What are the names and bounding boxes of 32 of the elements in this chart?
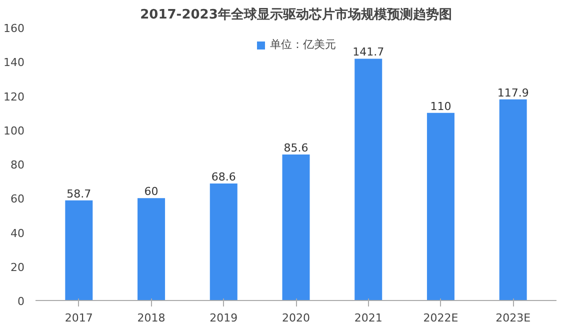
bar	[354, 58, 382, 300]
y-tick-label: 120	[4, 90, 25, 104]
y-tick-label: 80	[10, 158, 25, 172]
x-tick-label: 2023E	[496, 312, 531, 324]
data-label: 117.9	[497, 86, 529, 100]
data-label: 85.6	[284, 141, 308, 154]
bar	[210, 183, 238, 300]
x-tick-label: 2017	[64, 312, 93, 324]
y-tick-label: 20	[10, 260, 25, 274]
bar	[138, 198, 166, 300]
data-label: 58.7	[66, 187, 92, 200]
x-tick-label: 2021	[354, 312, 382, 324]
legend-label: 单位：亿美元	[270, 37, 336, 52]
data-label: 60	[144, 185, 158, 198]
bar	[282, 154, 310, 300]
y-tick-label: 100	[4, 124, 25, 138]
x-tick-label: 2018	[137, 312, 166, 324]
bar	[499, 99, 527, 300]
y-tick-label: 0	[18, 295, 24, 308]
x-tick-label: 2020	[282, 312, 310, 324]
y-tick-label: 60	[10, 192, 25, 206]
data-label: 68.6	[211, 170, 236, 184]
x-tick-label: 2019	[210, 312, 238, 324]
y-tick-label: 160	[4, 22, 25, 35]
data-label: 110	[430, 100, 452, 113]
bar	[426, 112, 454, 300]
chart-title: 2017-2023年全球显示驱动芯片市场规模预测趋势图	[140, 6, 452, 22]
bar	[65, 200, 93, 300]
y-tick-label: 40	[10, 226, 25, 240]
x-tick-label: 2022E	[423, 312, 458, 324]
y-tick-label: 140	[4, 56, 25, 70]
data-label: 141.7	[352, 46, 384, 59]
